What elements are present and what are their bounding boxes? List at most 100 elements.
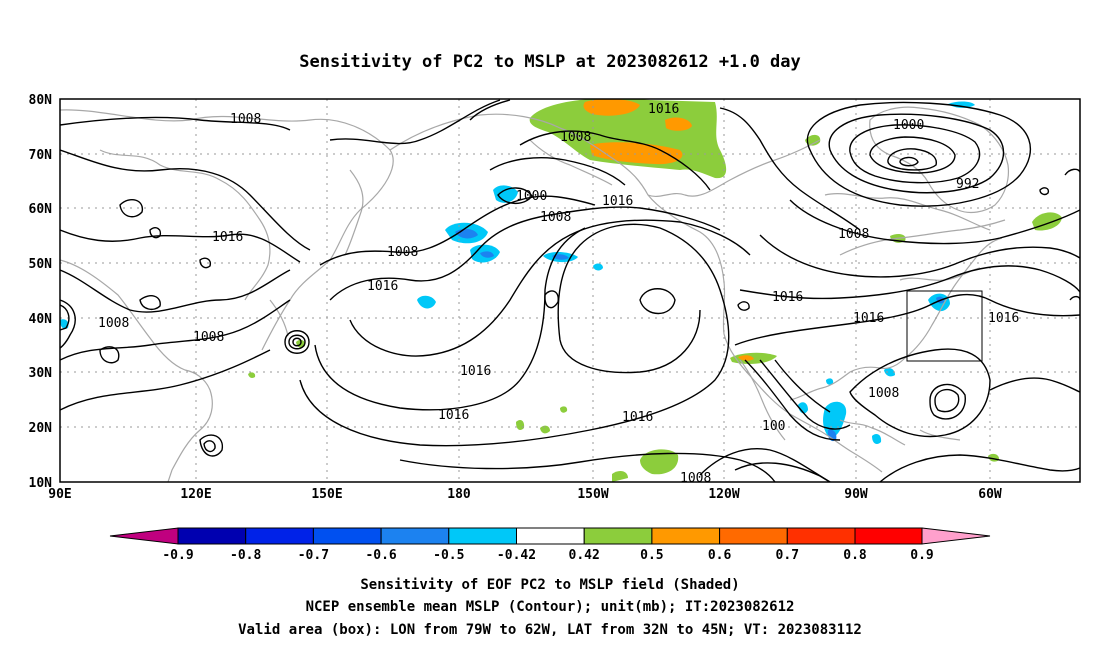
map-panel: 1008 1016 1008 1000 1008 1016 1000 992 1… bbox=[60, 99, 1080, 486]
contour-label: 100 bbox=[762, 419, 785, 434]
colorbar-right-triangle bbox=[921, 527, 991, 545]
lat-label: 40N bbox=[29, 312, 53, 327]
contour-label: 1016 bbox=[367, 279, 398, 294]
colorbar-tick-label: -0.9 bbox=[162, 548, 193, 563]
contour-label: 1008 bbox=[98, 316, 129, 331]
contour-label: 1008 bbox=[540, 210, 571, 225]
contour-label: 1008 bbox=[560, 130, 591, 145]
shade-orange-arctic-3 bbox=[665, 117, 692, 131]
colorbar-segment bbox=[380, 527, 450, 545]
shade-green-pacific-3 bbox=[248, 372, 256, 378]
shade-green-hawaii bbox=[540, 425, 550, 434]
contour-label: 1000 bbox=[893, 118, 924, 133]
colorbar: -0.9 -0.8 -0.7 -0.6 -0.5 -0.42 0.42 0.5 … bbox=[109, 527, 991, 563]
colorbar-tick-label: 0.8 bbox=[843, 548, 867, 563]
lat-label: 50N bbox=[29, 257, 53, 272]
colorbar-tick-label: 0.9 bbox=[910, 548, 933, 563]
colorbar-segment bbox=[583, 527, 653, 545]
mslp-contours bbox=[60, 99, 1080, 482]
contour-label: 992 bbox=[956, 177, 979, 192]
contour-label: 1008 bbox=[838, 227, 869, 242]
colorbar-tick-label: -0.5 bbox=[433, 548, 464, 563]
figure-title: Sensitivity of PC2 to MSLP at 2023082612… bbox=[299, 52, 801, 72]
colorbar-segment bbox=[854, 527, 923, 545]
shade-cyan-alaska bbox=[493, 185, 518, 203]
shade-cyan-central-1 bbox=[823, 401, 847, 437]
caption-line-2: NCEP ensemble mean MSLP (Contour); unit(… bbox=[306, 599, 795, 615]
contour-label: 1016 bbox=[438, 408, 469, 423]
colorbar-tick-label: -0.7 bbox=[298, 548, 329, 563]
colorbar-tick-label: -0.42 bbox=[497, 548, 536, 563]
colorbar-tick-label: 0.6 bbox=[708, 548, 732, 563]
colorbar-tick-label: -0.6 bbox=[365, 548, 396, 563]
colorbar-segment bbox=[719, 527, 788, 545]
lat-label: 30N bbox=[29, 366, 53, 381]
shade-orange-arctic-1 bbox=[583, 99, 640, 116]
lat-label: 20N bbox=[29, 421, 53, 436]
shade-cyan-greenland bbox=[948, 101, 975, 108]
colorbar-segment bbox=[786, 527, 856, 545]
lon-label: 60W bbox=[978, 487, 1002, 502]
contour-label: 1008 bbox=[868, 386, 899, 401]
contour-label: 1016 bbox=[772, 290, 803, 305]
colorbar-segment bbox=[651, 527, 721, 545]
shade-blue-pacific-2 bbox=[552, 254, 569, 260]
contour-label: 1016 bbox=[988, 311, 1019, 326]
shade-green-canada-1 bbox=[805, 134, 821, 146]
colorbar-segment bbox=[312, 527, 382, 545]
colorbar-segment bbox=[177, 527, 247, 545]
colorbar-tick-label: 0.7 bbox=[776, 548, 799, 563]
colorbar-left-triangle bbox=[109, 527, 179, 545]
shade-green-pacific-1 bbox=[516, 420, 525, 430]
shade-green-eq bbox=[640, 449, 679, 475]
lat-label: 70N bbox=[29, 148, 53, 163]
lat-lon-grid bbox=[60, 99, 1080, 482]
colorbar-tick-label: 0.5 bbox=[640, 548, 663, 563]
lon-label: 90E bbox=[48, 487, 71, 502]
colorbar-segment bbox=[516, 527, 585, 545]
colorbar-tick-label: -0.8 bbox=[230, 548, 261, 563]
lon-label: 90W bbox=[844, 487, 868, 502]
shade-orange-baja bbox=[738, 355, 754, 361]
lat-label: 80N bbox=[29, 93, 53, 108]
colorbar-segment bbox=[448, 527, 517, 545]
contour-label: 1016 bbox=[853, 311, 884, 326]
lon-label: 120E bbox=[180, 487, 211, 502]
lat-label: 60N bbox=[29, 202, 53, 217]
colorbar-tick-label: 0.42 bbox=[569, 548, 600, 563]
shade-cyan-pacific-3 bbox=[593, 263, 603, 271]
shade-green-eq-2 bbox=[612, 470, 628, 482]
caption-line-3: Valid area (box): LON from 79W to 62W, L… bbox=[238, 622, 862, 638]
contour-label: 1008 bbox=[193, 330, 224, 345]
shade-blue-aleutian bbox=[480, 251, 494, 258]
contour-label: 1016 bbox=[622, 410, 653, 425]
contour-label: 1008 bbox=[230, 112, 261, 127]
contour-labels: 1008 1016 1008 1000 1008 1016 1000 992 1… bbox=[98, 102, 1019, 486]
shade-green-pacific-2 bbox=[560, 406, 568, 413]
contour-label: 1000 bbox=[516, 189, 547, 204]
contour-label: 1008 bbox=[387, 245, 418, 260]
contour-label: 1008 bbox=[680, 471, 711, 486]
colorbar-segment bbox=[245, 527, 314, 545]
shade-cyan-gulf bbox=[798, 402, 808, 414]
shade-blue-central bbox=[827, 429, 837, 442]
contour-label: 1016 bbox=[212, 230, 243, 245]
coastlines bbox=[60, 106, 1010, 482]
lon-label: 150E bbox=[311, 487, 342, 502]
sensitivity-shading bbox=[60, 99, 1062, 482]
shade-cyan-pacific-1 bbox=[417, 295, 436, 309]
map-frame bbox=[59, 98, 1081, 483]
contour-label: 1016 bbox=[460, 364, 491, 379]
contour-label: 1016 bbox=[648, 102, 679, 117]
valid-area-box bbox=[906, 290, 983, 362]
lon-label: 120W bbox=[708, 487, 739, 502]
lon-label: 180 bbox=[447, 487, 471, 502]
lon-axis-labels: 90E 120E 150E 180 150W 120W 90W 60W bbox=[48, 487, 1002, 502]
shade-cyan-caribbean-1 bbox=[872, 434, 882, 444]
lat-axis-labels: 80N 70N 60N 50N 40N 30N 20N 10N bbox=[29, 93, 53, 491]
shade-cyan-caribbean-2 bbox=[884, 367, 895, 377]
lon-label: 150W bbox=[577, 487, 608, 502]
contour-label: 1016 bbox=[602, 194, 633, 209]
lat-label: 10N bbox=[29, 476, 53, 491]
